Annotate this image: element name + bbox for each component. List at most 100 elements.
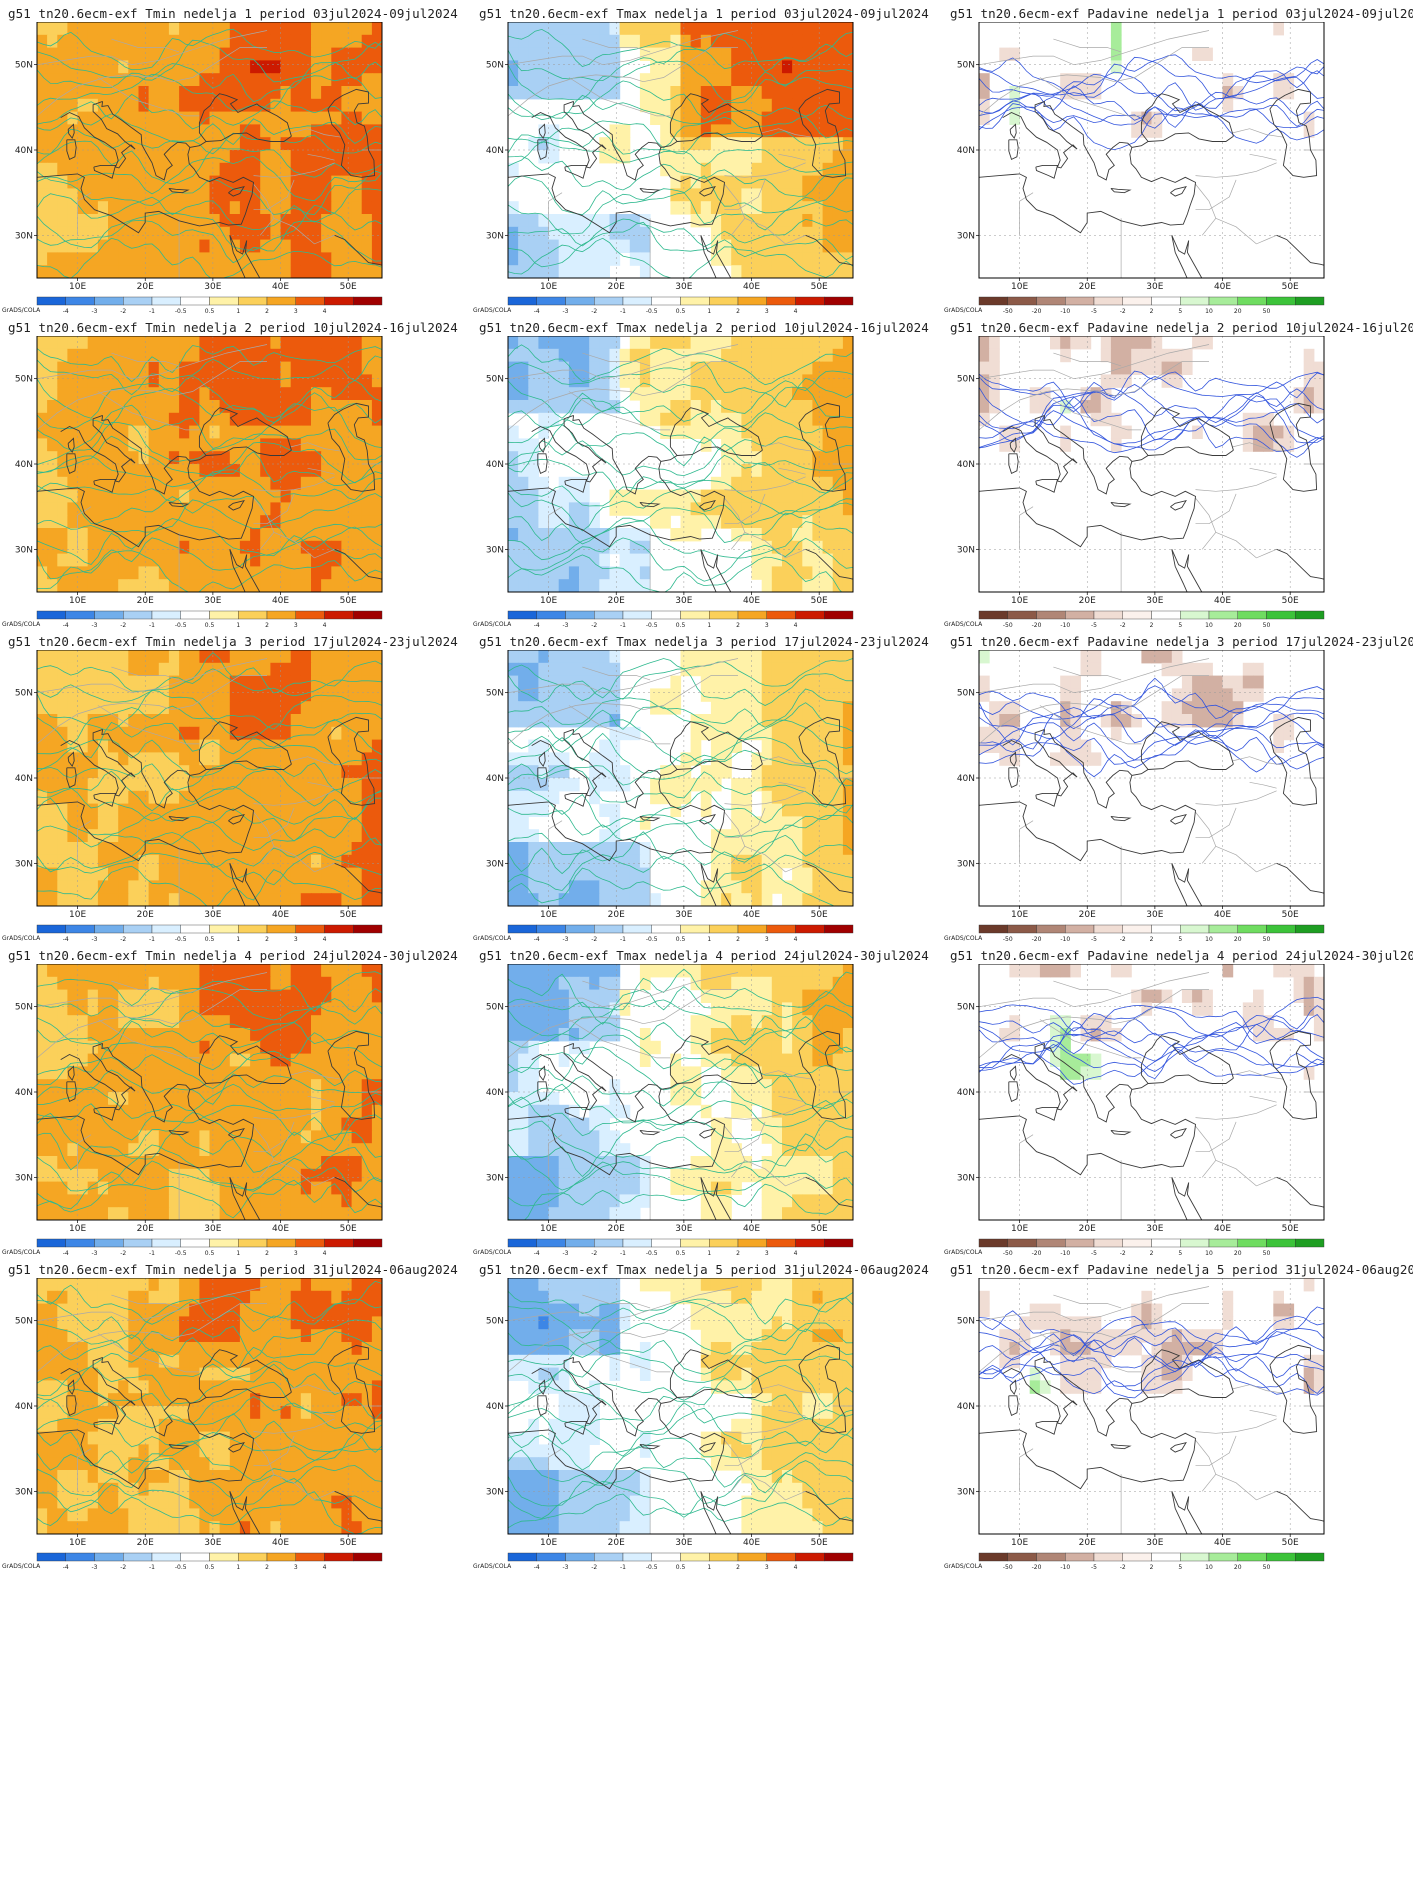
anomaly-cell xyxy=(751,425,763,439)
anomaly-cell xyxy=(219,726,231,741)
anomaly-cell xyxy=(57,579,68,592)
anomaly-cell xyxy=(1060,348,1071,363)
anomaly-cell xyxy=(97,739,109,753)
anomaly-cell xyxy=(771,412,783,427)
anomaly-cell xyxy=(250,880,261,894)
coastline-line xyxy=(67,123,75,139)
anomaly-cell xyxy=(290,662,302,677)
anomaly-cell xyxy=(57,964,68,978)
anomaly-cell xyxy=(832,515,844,529)
anomaly-cell xyxy=(822,829,834,843)
contour-line xyxy=(508,454,853,498)
contour-line xyxy=(508,831,853,875)
anomaly-cell xyxy=(47,688,58,702)
contour-line xyxy=(37,769,382,812)
anomaly-cell xyxy=(300,150,312,164)
anomaly-cell xyxy=(568,662,580,677)
anomaly-cell xyxy=(250,239,261,253)
anomaly-cell xyxy=(751,829,763,843)
anomaly-cell xyxy=(209,829,221,843)
anomaly-cell xyxy=(508,662,519,677)
anomaly-cell xyxy=(311,675,322,689)
anomaly-cell xyxy=(721,854,732,869)
anomaly-cell xyxy=(690,201,702,215)
anomaly-cell xyxy=(179,964,190,978)
anomaly-cell xyxy=(158,976,170,991)
anomaly-cell xyxy=(290,752,302,766)
anomaly-cell xyxy=(331,964,342,978)
anomaly-cell xyxy=(508,816,519,830)
anomaly-cell xyxy=(361,726,373,741)
anomaly-cell xyxy=(548,540,560,555)
anomaly-cell xyxy=(128,226,139,241)
contour-line xyxy=(979,705,1324,746)
anomaly-cell xyxy=(1050,752,1061,766)
anomaly-cell xyxy=(290,226,302,241)
anomaly-cell xyxy=(771,400,783,414)
anomaly-cell xyxy=(518,22,529,36)
anomaly-cell xyxy=(67,400,79,414)
anomaly-cell xyxy=(189,425,200,439)
country-border-line xyxy=(253,179,295,211)
anomaly-cell xyxy=(361,374,373,388)
anomaly-cell xyxy=(619,502,631,516)
anomaly-cell xyxy=(1060,73,1071,87)
anomaly-cell xyxy=(321,1028,332,1042)
contour-line xyxy=(37,93,382,130)
colorbar-label: -5 xyxy=(1091,308,1097,315)
anomaly-cell xyxy=(290,175,302,189)
anomaly-cell xyxy=(148,752,160,766)
anomaly-cell xyxy=(999,714,1010,728)
anomaly-cell xyxy=(518,867,529,881)
anomaly-cell xyxy=(219,201,231,215)
anomaly-cell xyxy=(321,714,332,728)
anomaly-cell xyxy=(87,425,99,439)
anomaly-cell xyxy=(219,688,231,702)
anomaly-cell xyxy=(822,374,834,388)
anomaly-cell xyxy=(158,701,170,715)
anomaly-cell xyxy=(300,1066,312,1080)
contour-line xyxy=(979,85,1324,121)
anomaly-cell xyxy=(361,752,373,766)
grads-credit: GrADS/COLA xyxy=(2,935,41,942)
anomaly-cell xyxy=(792,73,803,87)
anomaly-cell xyxy=(128,553,139,567)
anomaly-cell xyxy=(219,829,231,843)
anomaly-cell xyxy=(311,989,322,1003)
anomaly-cell xyxy=(341,553,353,567)
colorbar-label: 3 xyxy=(294,936,298,943)
anomaly-cell xyxy=(199,361,211,375)
anomaly-cell xyxy=(179,111,190,125)
anomaly-cell xyxy=(619,893,631,906)
anomaly-cell xyxy=(822,252,834,266)
anomaly-cell xyxy=(47,137,58,151)
anomaly-cell xyxy=(802,336,813,350)
anomaly-cell xyxy=(548,239,560,253)
anomaly-cell xyxy=(741,214,753,228)
anomaly-cell xyxy=(168,528,180,542)
coastline-line xyxy=(334,862,382,894)
anomaly-cell xyxy=(1090,662,1102,677)
anomaly-cell xyxy=(239,464,251,478)
anomaly-cell xyxy=(680,201,692,215)
anomaly-cell xyxy=(138,566,150,580)
anomaly-cell xyxy=(599,701,610,715)
anomaly-cell xyxy=(108,412,119,427)
anomaly-cell xyxy=(832,137,844,151)
anomaly-cell xyxy=(270,252,282,266)
contour-line xyxy=(508,688,853,728)
anomaly-cell xyxy=(1080,400,1092,414)
colorbar-label: 5 xyxy=(1178,308,1182,315)
anomaly-cell xyxy=(690,86,702,100)
anomaly-cell xyxy=(721,137,732,151)
country-border-line xyxy=(253,807,295,839)
anomaly-cell xyxy=(148,1053,160,1067)
anomaly-cell xyxy=(508,226,519,241)
anomaly-cell xyxy=(108,265,119,278)
anomaly-cell xyxy=(371,540,382,555)
anomaly-cell xyxy=(761,252,773,266)
lon-tick-label: 10E xyxy=(540,282,557,292)
anomaly-cell xyxy=(812,650,824,664)
anomaly-cell xyxy=(37,893,48,906)
anomaly-cell xyxy=(721,489,732,503)
